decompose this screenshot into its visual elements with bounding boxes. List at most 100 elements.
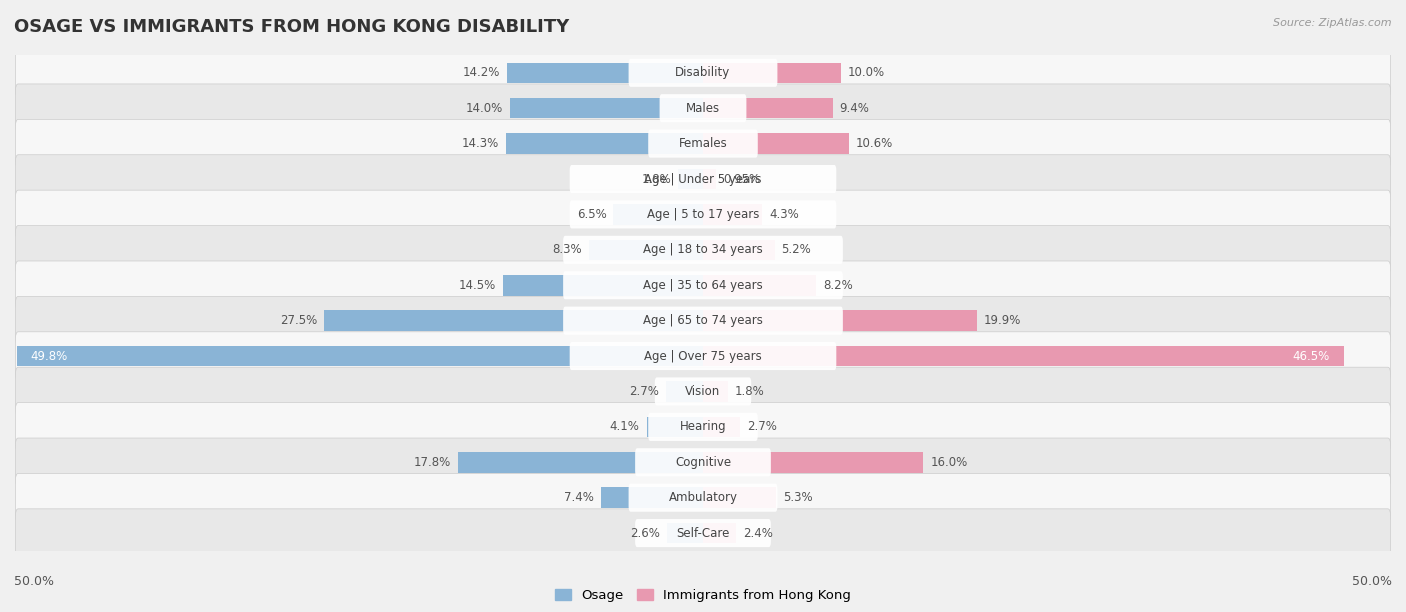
FancyBboxPatch shape: [628, 483, 778, 512]
Text: 14.5%: 14.5%: [460, 278, 496, 292]
Text: 14.0%: 14.0%: [465, 102, 503, 114]
Text: Vision: Vision: [685, 385, 721, 398]
FancyBboxPatch shape: [628, 59, 778, 87]
FancyBboxPatch shape: [569, 165, 837, 193]
Bar: [703, 487, 776, 508]
Text: Males: Males: [686, 102, 720, 114]
Text: 2.4%: 2.4%: [742, 526, 773, 540]
Text: 1.8%: 1.8%: [641, 173, 671, 185]
Text: OSAGE VS IMMIGRANTS FROM HONG KONG DISABILITY: OSAGE VS IMMIGRANTS FROM HONG KONG DISAB…: [14, 18, 569, 36]
Text: 19.9%: 19.9%: [984, 314, 1022, 327]
Text: 4.3%: 4.3%: [769, 208, 799, 221]
FancyBboxPatch shape: [15, 474, 1391, 522]
Bar: [613, 204, 703, 225]
FancyBboxPatch shape: [636, 448, 770, 476]
Text: Age | 35 to 64 years: Age | 35 to 64 years: [643, 278, 763, 292]
Legend: Osage, Immigrants from Hong Kong: Osage, Immigrants from Hong Kong: [548, 583, 858, 609]
Text: 8.3%: 8.3%: [553, 244, 582, 256]
Text: 17.8%: 17.8%: [413, 456, 451, 469]
FancyBboxPatch shape: [569, 342, 837, 370]
Text: 2.7%: 2.7%: [628, 385, 659, 398]
Bar: [703, 346, 1344, 367]
FancyBboxPatch shape: [15, 261, 1391, 310]
FancyBboxPatch shape: [15, 332, 1391, 380]
FancyBboxPatch shape: [648, 130, 758, 158]
Bar: [510, 98, 703, 119]
Bar: [503, 275, 703, 296]
FancyBboxPatch shape: [659, 94, 747, 122]
Text: 14.2%: 14.2%: [463, 66, 501, 80]
Bar: [323, 310, 703, 331]
FancyBboxPatch shape: [564, 307, 842, 335]
Bar: [647, 417, 703, 437]
Text: 2.7%: 2.7%: [747, 420, 778, 433]
Text: 0.95%: 0.95%: [723, 173, 761, 185]
Bar: [17, 346, 703, 367]
Bar: [508, 62, 703, 83]
Bar: [458, 452, 703, 472]
Text: 50.0%: 50.0%: [1353, 575, 1392, 588]
Text: 10.0%: 10.0%: [848, 66, 884, 80]
Text: 5.3%: 5.3%: [783, 491, 813, 504]
Text: 4.1%: 4.1%: [610, 420, 640, 433]
Text: Cognitive: Cognitive: [675, 456, 731, 469]
Bar: [703, 204, 762, 225]
Text: 49.8%: 49.8%: [31, 349, 67, 362]
Bar: [589, 239, 703, 260]
Text: Age | Under 5 years: Age | Under 5 years: [644, 173, 762, 185]
FancyBboxPatch shape: [15, 84, 1391, 132]
FancyBboxPatch shape: [569, 200, 837, 228]
Bar: [703, 452, 924, 472]
Text: 2.6%: 2.6%: [630, 526, 661, 540]
Text: Self-Care: Self-Care: [676, 526, 730, 540]
Text: 16.0%: 16.0%: [931, 456, 967, 469]
Bar: [703, 417, 740, 437]
Text: Age | 5 to 17 years: Age | 5 to 17 years: [647, 208, 759, 221]
FancyBboxPatch shape: [15, 226, 1391, 274]
Bar: [703, 169, 716, 189]
Text: 9.4%: 9.4%: [839, 102, 869, 114]
Text: 14.3%: 14.3%: [461, 137, 499, 150]
Bar: [703, 275, 815, 296]
Bar: [703, 133, 849, 154]
FancyBboxPatch shape: [15, 119, 1391, 168]
Text: 1.8%: 1.8%: [735, 385, 765, 398]
FancyBboxPatch shape: [564, 236, 842, 264]
FancyBboxPatch shape: [564, 271, 842, 299]
FancyBboxPatch shape: [15, 509, 1391, 558]
Text: 50.0%: 50.0%: [14, 575, 53, 588]
Text: Age | 65 to 74 years: Age | 65 to 74 years: [643, 314, 763, 327]
FancyBboxPatch shape: [15, 190, 1391, 239]
Bar: [703, 62, 841, 83]
Text: 27.5%: 27.5%: [280, 314, 318, 327]
FancyBboxPatch shape: [15, 367, 1391, 416]
Text: Disability: Disability: [675, 66, 731, 80]
Text: Hearing: Hearing: [679, 420, 727, 433]
Bar: [703, 381, 728, 401]
Text: 6.5%: 6.5%: [576, 208, 606, 221]
Bar: [703, 523, 737, 543]
Bar: [703, 239, 775, 260]
FancyBboxPatch shape: [15, 403, 1391, 451]
FancyBboxPatch shape: [655, 378, 751, 406]
Text: 8.2%: 8.2%: [823, 278, 852, 292]
Text: Age | Over 75 years: Age | Over 75 years: [644, 349, 762, 362]
FancyBboxPatch shape: [15, 48, 1391, 97]
Bar: [506, 133, 703, 154]
Text: Source: ZipAtlas.com: Source: ZipAtlas.com: [1274, 18, 1392, 28]
Bar: [668, 523, 703, 543]
Text: Females: Females: [679, 137, 727, 150]
Text: 7.4%: 7.4%: [564, 491, 595, 504]
Text: 10.6%: 10.6%: [856, 137, 893, 150]
Text: 5.2%: 5.2%: [782, 244, 811, 256]
FancyBboxPatch shape: [15, 296, 1391, 345]
Text: Ambulatory: Ambulatory: [668, 491, 738, 504]
Text: 46.5%: 46.5%: [1292, 349, 1330, 362]
Bar: [600, 487, 703, 508]
Bar: [703, 310, 977, 331]
FancyBboxPatch shape: [15, 155, 1391, 203]
FancyBboxPatch shape: [636, 519, 770, 547]
FancyBboxPatch shape: [15, 438, 1391, 487]
Text: Age | 18 to 34 years: Age | 18 to 34 years: [643, 244, 763, 256]
FancyBboxPatch shape: [648, 413, 758, 441]
